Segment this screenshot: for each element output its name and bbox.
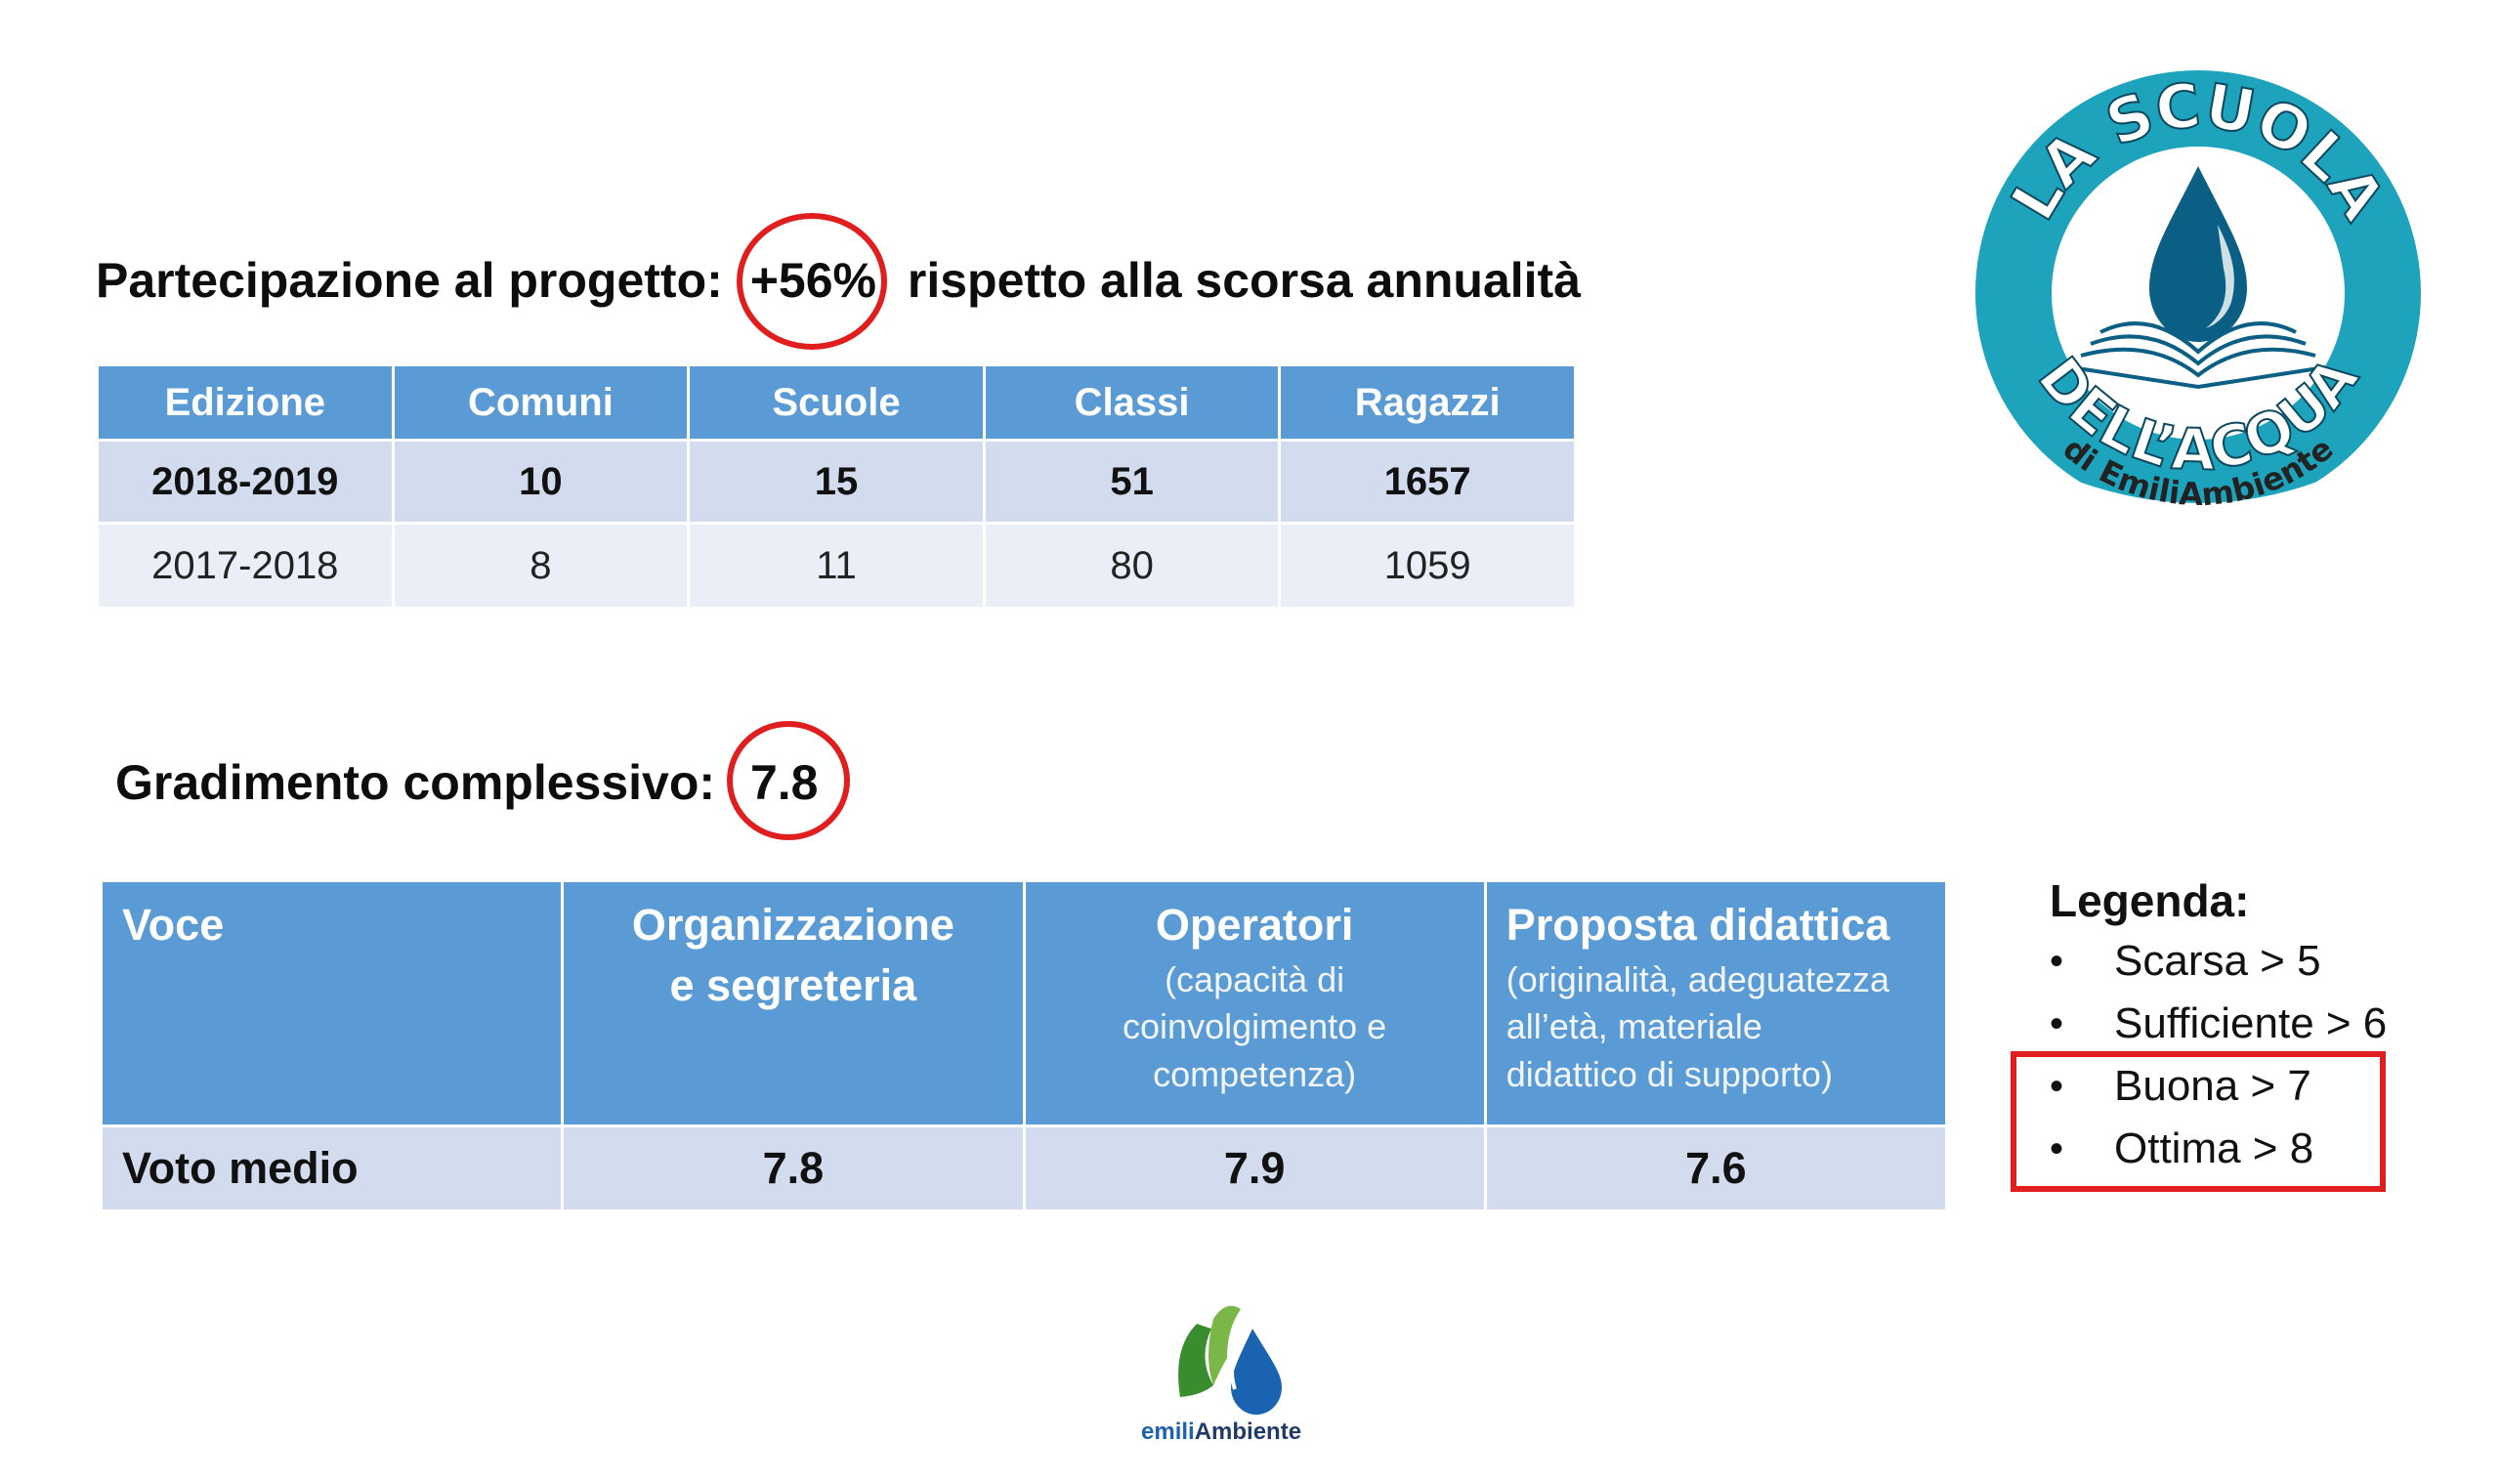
table-cell: 7.8	[561, 1124, 1026, 1212]
emiliambiente-logo: emiliAmbiente	[1133, 1290, 1358, 1456]
legend-item: Buona > 7	[2050, 1055, 2387, 1118]
table-cell: 2017-2018	[96, 522, 395, 610]
col-header-comuni: Comuni	[391, 363, 691, 442]
participation-heading: Partecipazione al progetto: +56% rispett…	[96, 213, 1582, 350]
highlight-circle	[726, 721, 850, 840]
table-row: 2017-2018 8 11 80 1059	[96, 522, 1577, 610]
legend-highlight-box	[2011, 1051, 2386, 1192]
table-cell: 7.6	[1483, 1124, 1949, 1212]
table-cell: 51	[982, 439, 1282, 525]
table-row: Voto medio 7.8 7.9 7.6	[99, 1124, 1949, 1212]
col-header-ragazzi: Ragazzi	[1278, 363, 1577, 442]
table-cell: 2018-2019	[96, 439, 395, 525]
table-header-row: Voce Organizzazione e segreteria Operato…	[99, 879, 1949, 1127]
participation-suffix: rispetto alla scorsa annualità	[907, 253, 1582, 308]
row-label-voto-medio: Voto medio	[99, 1124, 565, 1212]
col-header-proposta: Proposta didattica (originalità, adeguat…	[1483, 879, 1949, 1127]
participation-highlight: +56%	[736, 213, 887, 350]
legend-title: Legenda:	[2050, 875, 2250, 926]
emiliambiente-wordmark: emiliAmbiente	[1141, 1419, 1301, 1446]
wordmark-emili: emili	[1141, 1419, 1195, 1445]
scuola-acqua-logo: LA SCUOLA DELL’ACQUA di EmiliAmbiente	[1954, 59, 2442, 567]
legend-item: Ottima > 8	[2050, 1118, 2387, 1180]
table-cell: 10	[391, 439, 691, 525]
col-header-operatori: Operatori (capacità di coinvolgimento e …	[1022, 879, 1487, 1127]
wordmark-ambiente: Ambiente	[1194, 1419, 1302, 1445]
participation-table: Edizione Comuni Scuole Classi Ragazzi 20…	[96, 363, 1577, 610]
satisfaction-highlight: 7.8	[726, 721, 850, 840]
scuola-acqua-logo-graphic: LA SCUOLA DELL’ACQUA di EmiliAmbiente	[1975, 68, 2421, 542]
table-header-row: Edizione Comuni Scuole Classi Ragazzi	[96, 363, 1577, 442]
satisfaction-prefix: Gradimento complessivo:	[115, 755, 716, 810]
table-row: 2018-2019 10 15 51 1657	[96, 439, 1577, 525]
satisfaction-heading: Gradimento complessivo: 7.8	[115, 721, 850, 840]
participation-prefix: Partecipazione al progetto:	[96, 253, 723, 308]
highlight-circle	[736, 213, 887, 350]
table-cell: 7.9	[1022, 1124, 1487, 1212]
table-cell: 1059	[1278, 522, 1577, 610]
col-header-voce: Voce	[99, 879, 565, 1127]
col-header-classi: Classi	[982, 363, 1282, 442]
col-header-organizzazione: Organizzazione e segreteria	[561, 879, 1026, 1127]
table-cell: 8	[391, 522, 691, 610]
table-cell: 80	[982, 522, 1282, 610]
legend: Legenda: Scarsa > 5 Sufficiente > 6 Buon…	[2050, 871, 2387, 1180]
col-header-scuole: Scuole	[687, 363, 986, 442]
legend-item: Sufficiente > 6	[2050, 993, 2387, 1055]
table-cell: 15	[687, 439, 986, 525]
legend-list: Scarsa > 5 Sufficiente > 6 Buona > 7 Ott…	[2050, 930, 2387, 1180]
table-cell: 1657	[1278, 439, 1577, 525]
emiliambiente-logo-icon	[1178, 1305, 1282, 1415]
legend-item: Scarsa > 5	[2050, 930, 2387, 993]
col-header-edizione: Edizione	[96, 363, 395, 442]
satisfaction-table: Voce Organizzazione e segreteria Operato…	[99, 879, 1949, 1212]
table-cell: 11	[687, 522, 986, 610]
